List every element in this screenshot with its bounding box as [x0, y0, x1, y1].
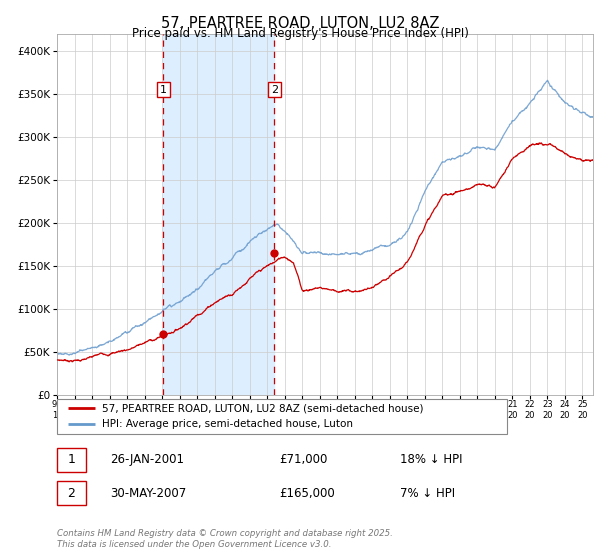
FancyBboxPatch shape: [57, 399, 507, 434]
Text: 26-JAN-2001: 26-JAN-2001: [110, 453, 184, 466]
FancyBboxPatch shape: [57, 481, 86, 506]
Text: 1: 1: [160, 85, 167, 95]
Text: 57, PEARTREE ROAD, LUTON, LU2 8AZ (semi-detached house): 57, PEARTREE ROAD, LUTON, LU2 8AZ (semi-…: [102, 403, 424, 413]
Text: 18% ↓ HPI: 18% ↓ HPI: [400, 453, 463, 466]
Text: Price paid vs. HM Land Registry's House Price Index (HPI): Price paid vs. HM Land Registry's House …: [131, 27, 469, 40]
Text: Contains HM Land Registry data © Crown copyright and database right 2025.
This d: Contains HM Land Registry data © Crown c…: [57, 529, 393, 549]
Text: 57, PEARTREE ROAD, LUTON, LU2 8AZ: 57, PEARTREE ROAD, LUTON, LU2 8AZ: [161, 16, 439, 31]
Text: 7% ↓ HPI: 7% ↓ HPI: [400, 487, 455, 500]
Text: 2: 2: [68, 487, 76, 500]
Text: £165,000: £165,000: [279, 487, 335, 500]
Text: £71,000: £71,000: [279, 453, 327, 466]
Text: 1: 1: [68, 453, 76, 466]
FancyBboxPatch shape: [57, 447, 86, 472]
Text: 2: 2: [271, 85, 278, 95]
Text: 30-MAY-2007: 30-MAY-2007: [110, 487, 186, 500]
Bar: [163, 34, 274, 395]
Text: HPI: Average price, semi-detached house, Luton: HPI: Average price, semi-detached house,…: [102, 419, 353, 430]
